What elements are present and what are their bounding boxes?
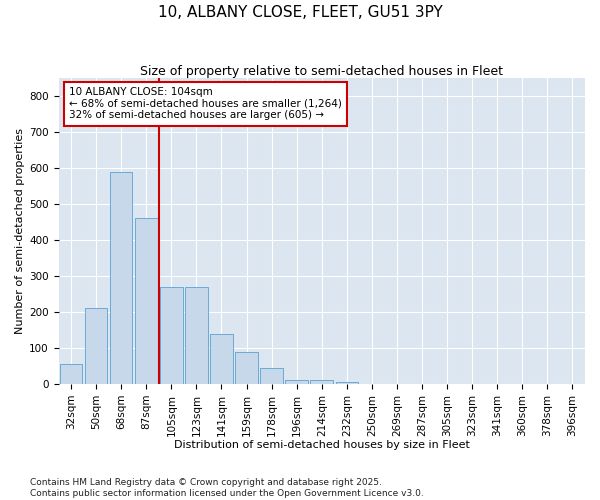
Bar bbox=[260, 368, 283, 384]
Bar bbox=[286, 380, 308, 384]
Text: Contains HM Land Registry data © Crown copyright and database right 2025.
Contai: Contains HM Land Registry data © Crown c… bbox=[30, 478, 424, 498]
Bar bbox=[185, 287, 208, 384]
Text: 10, ALBANY CLOSE, FLEET, GU51 3PY: 10, ALBANY CLOSE, FLEET, GU51 3PY bbox=[158, 5, 442, 20]
Text: 10 ALBANY CLOSE: 104sqm
← 68% of semi-detached houses are smaller (1,264)
32% of: 10 ALBANY CLOSE: 104sqm ← 68% of semi-de… bbox=[69, 87, 342, 120]
Y-axis label: Number of semi-detached properties: Number of semi-detached properties bbox=[15, 128, 25, 334]
Bar bbox=[310, 380, 333, 384]
Bar bbox=[85, 308, 107, 384]
Bar bbox=[210, 334, 233, 384]
Title: Size of property relative to semi-detached houses in Fleet: Size of property relative to semi-detach… bbox=[140, 65, 503, 78]
Bar bbox=[160, 287, 182, 384]
Bar bbox=[135, 218, 158, 384]
Bar bbox=[335, 382, 358, 384]
Bar bbox=[110, 172, 133, 384]
X-axis label: Distribution of semi-detached houses by size in Fleet: Distribution of semi-detached houses by … bbox=[174, 440, 470, 450]
Bar bbox=[60, 364, 82, 384]
Bar bbox=[235, 352, 258, 384]
